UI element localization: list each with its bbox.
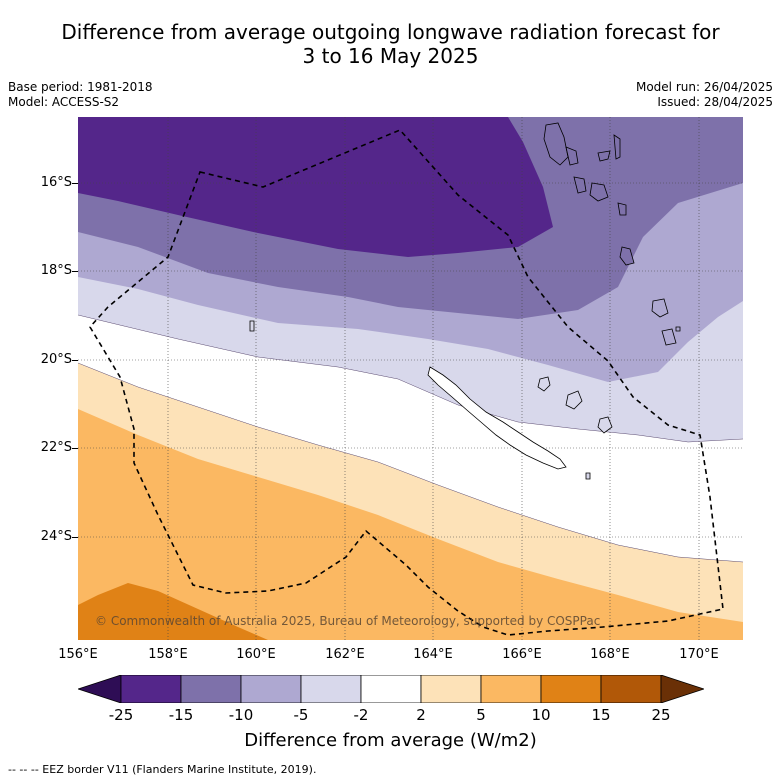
model-name: Model: ACCESS-S2 [8,95,120,109]
colorbar-swatch [360,674,422,704]
colorbar-label: -25 [108,706,134,724]
lat-tick [72,360,78,361]
band-neg25 [78,117,553,257]
colorbar-label: -2 [353,706,369,724]
colorbar-swatch [240,674,302,704]
lat-label: 24°S [40,529,72,544]
lon-label: 166°E [502,647,542,662]
lon-label: 162°E [325,647,365,662]
colorbar-swatch [600,674,662,704]
lon-label: 160°E [236,647,276,662]
loyalty-islands [537,376,613,480]
small-island [249,320,255,332]
colorbar [76,674,706,704]
lat-label: 16°S [40,175,72,190]
copyright-notice: © Commonwealth of Australia 2025, Bureau… [95,614,601,628]
colorbar-swatch [300,674,362,704]
colorbar-label: 2 [416,706,426,724]
lat-label: 22°S [40,440,72,455]
map-panel [78,117,743,640]
map-title: Difference from average outgoing longwav… [0,20,781,68]
lat-label: 20°S [40,352,72,367]
eez-footnote: -- -- -- EEZ border V11 (Flanders Marine… [8,763,317,776]
southern-vanuatu-islands [651,298,681,346]
lon-label: 164°E [413,647,453,662]
title-line-2: 3 to 16 May 2025 [302,44,479,68]
meta-right: Model run: 26/04/2025 Issued: 28/04/2025 [636,80,773,110]
lon-label: 168°E [590,647,630,662]
issued-date: Issued: 28/04/2025 [657,95,773,109]
lat-tick [72,183,78,184]
colorbar-label: 5 [476,706,486,724]
lat-tick [72,537,78,538]
colorbar-label: -15 [168,706,194,724]
colorbar-label: 15 [591,706,611,724]
new-caledonia-island [427,366,567,470]
colorbar-swatch [180,674,242,704]
band-pos10 [78,409,743,640]
base-period: Base period: 1981-2018 [8,80,153,94]
graticule [78,117,743,640]
colorbar-extend-low [76,674,122,704]
colorbar-extend-high [660,674,706,704]
colorbar-label: -10 [228,706,254,724]
lon-label: 158°E [148,647,188,662]
model-run: Model run: 26/04/2025 [635,80,773,94]
eez-border [89,129,724,636]
colorbar-swatch [420,674,482,704]
colorbar-label: 10 [531,706,551,724]
contour-lines [78,314,743,563]
lon-label: 156°E [58,647,98,662]
lat-tick [72,271,78,272]
lat-tick [72,448,78,449]
colorbar-swatch [540,674,602,704]
vanuatu-islands [543,122,635,266]
colorbar-title: Difference from average (W/m2) [244,730,537,751]
colorbar-label: -5 [293,706,309,724]
lat-label: 18°S [40,263,72,278]
band-pos15 [78,583,268,640]
colorbar-swatch [480,674,542,704]
colorbar-label: 25 [651,706,671,724]
title-line-1: Difference from average outgoing longwav… [61,20,720,44]
meta-left: Base period: 1981-2018 Model: ACCESS-S2 [8,80,153,110]
lon-label: 170°E [679,647,719,662]
colorbar-swatch [120,674,182,704]
